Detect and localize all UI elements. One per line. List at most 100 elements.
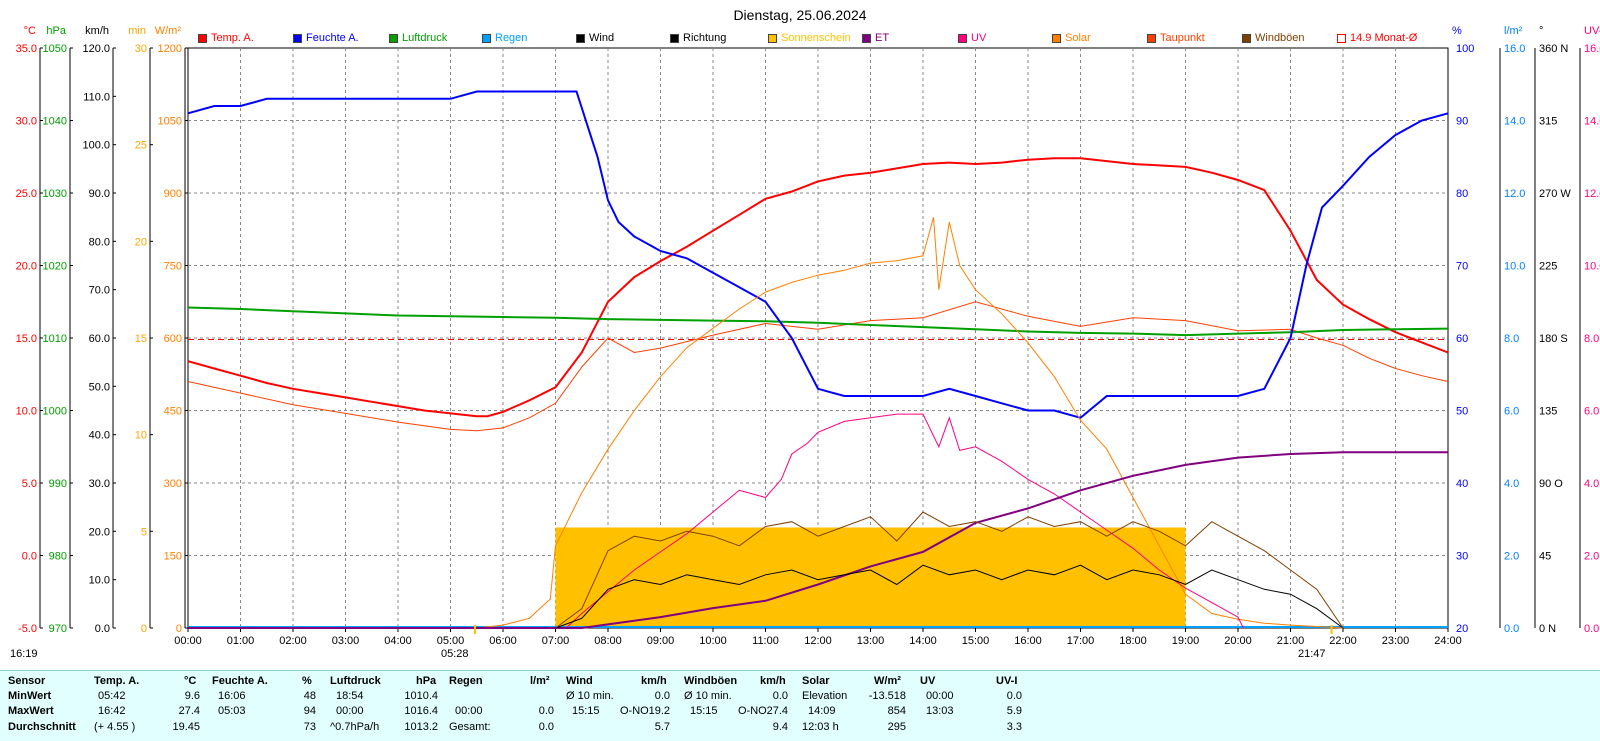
x-tick-label: 16:00 — [1014, 635, 1042, 647]
stats-solar-daylength: 12:03 h — [802, 721, 839, 733]
left-axis-tick-label: 40.0 — [89, 430, 110, 442]
stats-press-trend: ^0.7hPa/h — [330, 721, 380, 733]
stats-uv-avg-value: 3.3 — [1006, 721, 1022, 733]
stats-press-max-value: 1016.4 — [404, 705, 438, 717]
right-axis-tick-label: 0.0 — [1584, 623, 1599, 635]
legend-label: Luftdruck — [402, 32, 448, 44]
left-axis-tick-label: 15 — [135, 333, 147, 345]
series-line-et — [188, 451, 1448, 629]
left-axis-tick-label: 60.0 — [89, 333, 110, 345]
x-tick-label: 11:00 — [752, 635, 779, 647]
stats-hum-max-time: 05:03 — [218, 705, 246, 717]
left-axis-tick-label: 450 — [164, 406, 182, 418]
x-tick-label: 18:00 — [1119, 635, 1147, 647]
series-line-windb-en — [555, 511, 1344, 629]
legend-label: Taupunkt — [1160, 32, 1205, 44]
stats-uv-header: UV — [920, 675, 936, 687]
x-tick-label: 06:00 — [489, 635, 517, 647]
series-line-uv — [188, 413, 1244, 629]
left-axis-tick-label: -5.0 — [18, 623, 37, 635]
legend-swatch — [1242, 33, 1251, 43]
legend-item: Richtung — [670, 31, 726, 45]
left-axis-tick-label: 25 — [135, 140, 147, 152]
x-tick-label: 00:00 — [174, 635, 202, 647]
stats-avg-label: Durchschnitt — [8, 721, 76, 733]
left-axis-tick-label: 300 — [164, 478, 182, 490]
left-axis-tick-label: 750 — [164, 261, 182, 273]
right-axis-tick-label: 8.0 — [1584, 333, 1599, 345]
left-axis-tick-label: 5 — [141, 526, 147, 538]
stats-wind-avg10-value: 0.0 — [654, 690, 670, 702]
right-axis-tick-label: 6.0 — [1504, 406, 1519, 418]
left-axis-tick-label: 0.0 — [22, 551, 37, 563]
left-axis-tick-label: 20 — [135, 236, 147, 248]
legend-swatch — [1337, 33, 1346, 43]
stats-wind-max-value: 19.2 — [648, 705, 670, 717]
right-axis-tick-label: 100 — [1456, 43, 1474, 55]
right-axis-unit: l/m² — [1504, 25, 1523, 37]
right-axis-tick-label: 2.0 — [1504, 551, 1519, 563]
sunrise-label: 05:28 — [441, 648, 469, 660]
stats-wind-max-dir: O-NO — [620, 705, 649, 717]
left-axis-tick-label: 30 — [135, 43, 147, 55]
right-axis-tick-label: 12.0 — [1504, 188, 1525, 200]
right-axis-tick-label: 70 — [1456, 261, 1468, 273]
stats-solar-max-time: 14:09 — [808, 705, 836, 717]
right-axis-tick-label: 270 W — [1539, 188, 1571, 200]
left-axis-tick-label: 15.0 — [16, 333, 37, 345]
left-axis-tick-label: 1010 — [43, 333, 67, 345]
right-axis-tick-label: 14.0 — [1504, 116, 1525, 128]
stats-solar-max-value: 854 — [887, 705, 906, 717]
left-axis-unit: °C — [24, 25, 36, 37]
left-axis-tick-label: 80.0 — [89, 236, 110, 248]
stats-sensor-header: Sensor — [8, 675, 46, 687]
stats-wind-avg-value: 5.7 — [654, 721, 670, 733]
x-tick-label: 14:00 — [909, 635, 937, 647]
left-axis-tick-label: 1050 — [43, 43, 67, 55]
stats-press-max-time: 00:00 — [336, 705, 364, 717]
chart-title: Dienstag, 25.06.2024 — [733, 7, 867, 23]
x-tick-label: 13:00 — [857, 635, 885, 647]
legend-swatch — [768, 33, 777, 43]
left-axis-tick-label: 1050 — [158, 116, 182, 128]
stats-gust-max-value: 27.4 — [766, 705, 788, 717]
legend-swatch — [482, 33, 491, 43]
legend-swatch — [389, 33, 398, 43]
left-axis-tick-label: 90.0 — [89, 188, 110, 200]
right-axis-tick-label: 60 — [1456, 333, 1468, 345]
left-axis-tick-label: 20.0 — [89, 526, 110, 538]
stats-gust-max-time: 15:15 — [690, 705, 718, 717]
left-axis-unit: hPa — [46, 25, 66, 37]
stats-solar-elevation-label: Elevation — [802, 690, 848, 702]
stats-press-min-value: 1010.4 — [404, 690, 438, 702]
left-axis-tick-label: 1040 — [43, 116, 67, 128]
stats-press-unit: hPa — [416, 675, 437, 687]
legend-swatch — [862, 33, 871, 43]
left-axis-tick-label: 970 — [49, 623, 67, 635]
right-axis-tick-label: 90 — [1456, 116, 1468, 128]
stats-rain-max-value: 0.0 — [538, 705, 554, 717]
right-axis-tick-label: 6.0 — [1584, 406, 1599, 418]
current-time-label: 16:19 — [10, 648, 38, 660]
legend-swatch — [576, 33, 585, 43]
stats-temp-avg-value: 19.45 — [172, 721, 200, 733]
right-axis-tick-label: 8.0 — [1504, 333, 1519, 345]
x-tick-label: 15:00 — [962, 635, 990, 647]
sunset-label: 21:47 — [1298, 648, 1326, 660]
stats-temp-header: Temp. A. — [94, 675, 140, 687]
series-line-taupunkt — [187, 301, 1449, 432]
left-axis-tick-label: 100.0 — [82, 140, 110, 152]
series-line-temp-a- — [187, 157, 1449, 418]
series-line-feuchte-a- — [187, 90, 1449, 419]
stats-hum-header: Feuchte A. — [212, 675, 268, 687]
left-axis-tick-label: 50.0 — [89, 381, 110, 393]
series-line-luftdruck — [187, 306, 1449, 337]
right-axis-tick-label: 20 — [1456, 623, 1468, 635]
stats-temp-avg-delta: (+ 4.55 ) — [94, 721, 136, 733]
sunshine-bar — [555, 527, 1186, 628]
right-axis-tick-label: 45 — [1539, 551, 1551, 563]
stats-uv-max-time: 13:03 — [926, 705, 954, 717]
left-axis-tick-label: 600 — [164, 333, 182, 345]
right-axis-tick-label: 180 S — [1539, 333, 1568, 345]
left-axis-tick-label: 990 — [49, 478, 67, 490]
